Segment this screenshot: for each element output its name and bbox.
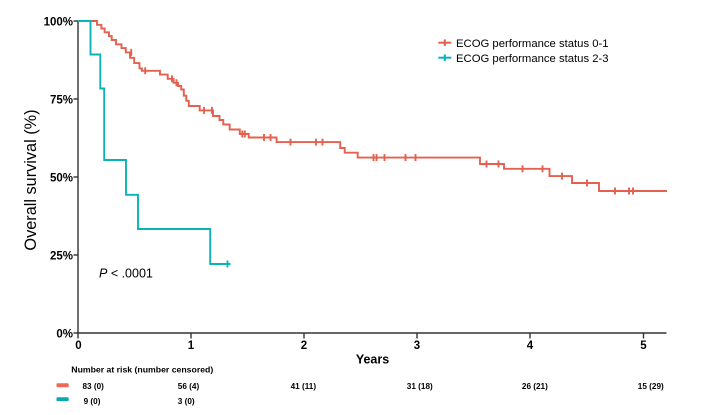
svg-text:P < .0001: P < .0001 [99,267,153,281]
svg-text:31 (18): 31 (18) [407,382,433,391]
svg-text:41 (11): 41 (11) [291,382,317,391]
svg-text:0%: 0% [56,329,73,341]
svg-text:15 (29): 15 (29) [638,382,664,391]
svg-text:ECOG performance status 2-3: ECOG performance status 2-3 [456,53,609,65]
svg-text:9 (0): 9 (0) [84,397,101,406]
svg-text:5: 5 [640,340,647,352]
svg-text:Number at risk (number censore: Number at risk (number censored) [71,365,213,375]
svg-text:4: 4 [527,340,534,352]
svg-text:25%: 25% [50,251,73,263]
svg-text:1: 1 [188,340,195,352]
svg-text:83 (0): 83 (0) [83,382,105,391]
svg-text:26 (21): 26 (21) [522,382,548,391]
svg-text:75%: 75% [50,95,73,107]
svg-text:Overall survival (%): Overall survival (%) [22,109,40,250]
svg-text:Years: Years [356,353,389,367]
svg-text:3 (0): 3 (0) [178,397,195,406]
svg-text:56 (4): 56 (4) [178,382,200,391]
svg-text:3: 3 [414,340,420,352]
svg-text:0: 0 [75,340,81,352]
svg-text:100%: 100% [44,17,73,29]
svg-text:50%: 50% [50,173,73,185]
svg-text:ECOG performance status 0-1: ECOG performance status 0-1 [456,38,609,50]
svg-text:2: 2 [301,340,307,352]
